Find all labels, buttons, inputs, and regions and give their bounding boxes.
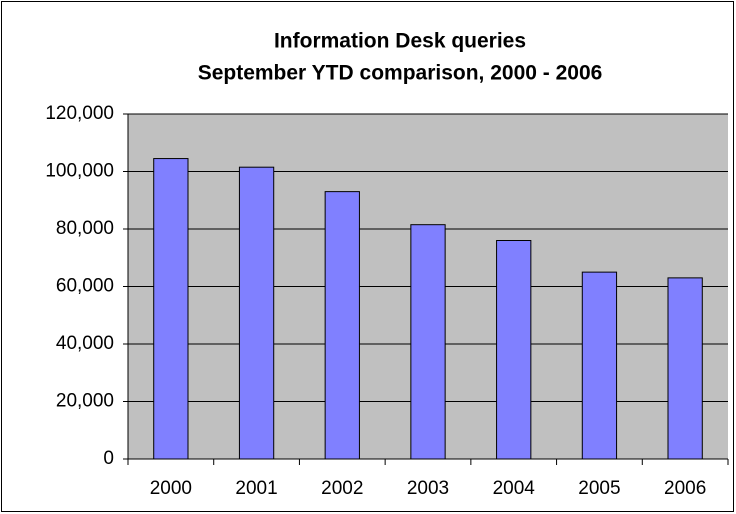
x-tick-label: 2002	[321, 478, 363, 499]
y-tick-label: 40,000	[56, 333, 114, 354]
y-tick-label: 20,000	[56, 391, 114, 412]
x-tick-label: 2005	[578, 478, 620, 499]
chart-title: Information Desk queries	[274, 30, 526, 53]
bar	[581, 271, 618, 460]
x-tick-label: 2001	[235, 478, 277, 499]
x-tick-label: 2003	[407, 478, 449, 499]
bar	[324, 191, 360, 460]
bar	[496, 240, 532, 460]
bar	[667, 277, 703, 460]
x-tick-label: 2000	[150, 478, 192, 499]
bar	[410, 224, 446, 460]
bar	[153, 158, 189, 460]
y-tick-label: 120,000	[45, 103, 114, 124]
x-tick-label: 2004	[493, 478, 536, 499]
bar	[238, 166, 275, 460]
y-tick-label: 100,000	[45, 161, 114, 182]
y-tick-label: 80,000	[56, 218, 114, 239]
y-tick-label: 60,000	[56, 276, 114, 297]
y-tick-label: 0	[103, 448, 114, 469]
x-tick-label: 2006	[664, 478, 706, 499]
chart-subtitle: September YTD comparison, 2000 - 2006	[198, 62, 603, 85]
